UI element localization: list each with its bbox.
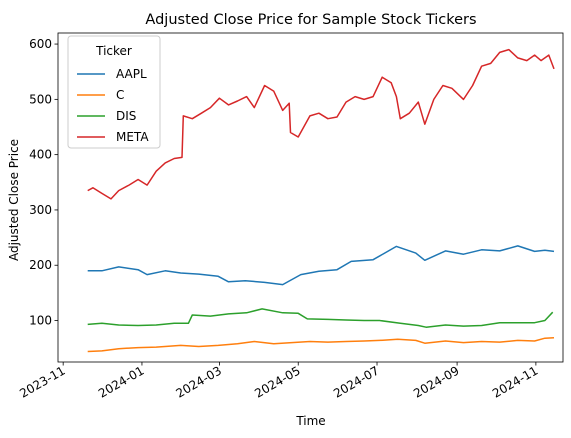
series-line-c <box>87 336 555 353</box>
x-tick-label: 2024-09 <box>411 363 461 400</box>
x-axis-title: Time <box>295 414 325 428</box>
chart-title: Adjusted Close Price for Sample Stock Ti… <box>145 12 476 28</box>
legend-label-meta: META <box>116 130 149 144</box>
series-line-dis <box>87 308 554 328</box>
y-tick-label: 500 <box>29 92 52 106</box>
x-tick-label: 2024-01 <box>96 363 146 400</box>
x-tick-label: 2024-05 <box>252 363 302 400</box>
legend-label-c: C <box>116 88 124 102</box>
y-axis-title: Adjusted Close Price <box>7 139 21 261</box>
y-axis: 100 200 300 400 500 600 <box>29 37 58 328</box>
chart-legend: Ticker AAPL C DIS META <box>67 35 161 149</box>
x-tick-label: 2024-07 <box>331 363 381 400</box>
legend-label-aapl: AAPL <box>116 67 147 81</box>
y-tick-label: 200 <box>29 258 52 272</box>
legend-label-dis: DIS <box>116 109 136 123</box>
y-tick-label: 600 <box>29 37 52 51</box>
legend-title: Ticker <box>95 44 132 58</box>
x-tick-label: 2024-03 <box>174 363 224 400</box>
y-tick-label: 300 <box>29 203 52 217</box>
series-line-meta <box>87 48 555 200</box>
plot-frame <box>57 32 564 363</box>
x-tick-label: 2024-11 <box>490 363 540 400</box>
x-tick-label: 2023-11 <box>17 363 67 400</box>
series-line-aapl <box>87 245 555 286</box>
legend-box <box>67 35 161 149</box>
x-axis: 2023-11 2024-01 2024-03 2024-05 2024-07 2024-… <box>17 362 540 401</box>
plot-area <box>57 32 564 363</box>
y-tick-label: 400 <box>29 148 52 162</box>
y-tick-label: 100 <box>29 314 52 328</box>
